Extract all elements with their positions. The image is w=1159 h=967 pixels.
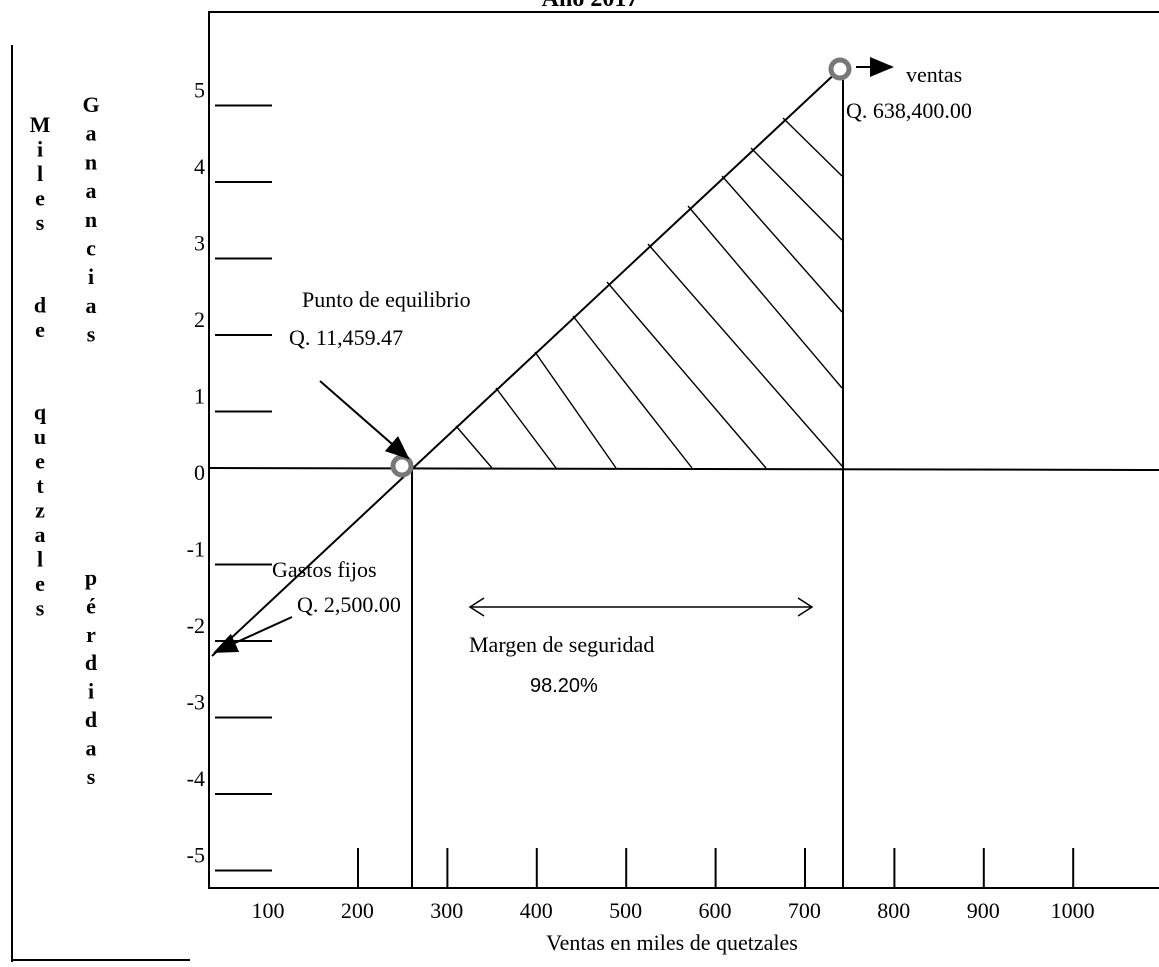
- vertical-letter: a: [35, 522, 46, 547]
- vertical-letter: q: [34, 400, 47, 425]
- vertical-letter: a: [86, 178, 97, 203]
- y-tick-label-1: 1: [194, 384, 205, 409]
- equilibrio-arrow: [319, 380, 410, 460]
- vertical-letter: d: [85, 707, 97, 732]
- hatch-line: [495, 387, 557, 469]
- y-tick-label-4: 4: [194, 154, 205, 179]
- vertical-letter: s: [87, 764, 96, 789]
- vertical-letter: t: [36, 473, 44, 498]
- margen-arrow-right-head: [797, 597, 814, 617]
- zero-line: [208, 467, 1159, 471]
- hatch-line: [647, 243, 843, 467]
- y-tick-label-2: 2: [194, 307, 205, 332]
- vertical-letter: d: [34, 293, 46, 318]
- vertical-letter: i: [88, 264, 94, 289]
- x-tick-label-600: 600: [699, 898, 732, 923]
- gastos-arrow: [213, 616, 293, 653]
- plot-frame: [208, 11, 1159, 889]
- y-tick-label--2: -2: [187, 613, 205, 638]
- margen-value: 98.20%: [530, 675, 598, 697]
- hatch-line: [782, 117, 843, 177]
- x-tick-label-300: 300: [430, 898, 463, 923]
- hatch-line: [687, 205, 843, 389]
- vertical-letter: e: [35, 571, 45, 596]
- ventas-value: Q. 638,400.00: [846, 98, 972, 123]
- vertical-letter: é: [86, 593, 96, 618]
- x-tick-label-400: 400: [520, 898, 553, 923]
- vertical-letter: s: [36, 210, 45, 235]
- margen-label: Margen de seguridad: [469, 632, 654, 657]
- vertical-letter: i: [37, 137, 43, 162]
- markers-layer: [213, 57, 894, 653]
- vertical-letter: e: [35, 317, 45, 342]
- vertical-letter: M: [30, 112, 51, 137]
- vertical-letter: s: [36, 596, 45, 621]
- sales-point: [828, 57, 852, 81]
- y-tick-label-0: 0: [194, 460, 205, 485]
- x-tick-label-1000: 1000: [1051, 898, 1095, 923]
- vertical-letter: p: [85, 565, 97, 590]
- gastos-value: Q. 2,500.00: [297, 592, 401, 617]
- vertical-letter: d: [85, 650, 97, 675]
- equilibrio-value: Q. 11,459.47: [289, 325, 403, 350]
- hatch-layer: [455, 117, 843, 469]
- hatch-line: [455, 425, 493, 469]
- vertical-letter: a: [86, 735, 97, 760]
- vertical-letter: a: [86, 121, 97, 146]
- y-tick-label--5: -5: [187, 843, 205, 868]
- vertical-letter: e: [35, 449, 45, 474]
- vertical-letter: r: [86, 622, 96, 647]
- x-tick-label-200: 200: [341, 898, 374, 923]
- vertical-letter: l: [37, 161, 43, 186]
- x-tick-label-500: 500: [609, 898, 642, 923]
- x-tick-label-900: 900: [967, 898, 1000, 923]
- vertical-letter: e: [35, 186, 45, 211]
- vertical-letter: z: [35, 498, 45, 523]
- y-tick-label--3: -3: [187, 690, 205, 715]
- margen-arrow-left-head: [468, 597, 485, 617]
- vertical-letter: u: [34, 424, 46, 449]
- x-tick-label-100: 100: [252, 898, 285, 923]
- y-tick-label-5: 5: [194, 78, 205, 103]
- break-even-point: [390, 454, 414, 478]
- hatch-line: [606, 281, 767, 469]
- gastos-label: Gastos fijos: [272, 557, 377, 582]
- hatch-line: [721, 175, 843, 313]
- x-axis-label: Ventas en miles de quetzales: [546, 930, 798, 955]
- series-line: [211, 68, 841, 657]
- vertical-letter: n: [85, 207, 97, 232]
- lines-layer: [208, 68, 1159, 888]
- y-tick-label--4: -4: [187, 766, 205, 791]
- hatch-line: [534, 351, 617, 469]
- vertical-letter: a: [86, 293, 97, 318]
- vertical-letter: G: [82, 92, 99, 117]
- x-tick-label-700: 700: [788, 898, 821, 923]
- x-tick-label-800: 800: [877, 898, 910, 923]
- ventas-label: ventas: [906, 62, 962, 87]
- vertical-letter: c: [86, 236, 96, 261]
- vertical-letter: i: [88, 679, 94, 704]
- chart-title: Año 2017: [542, 0, 639, 12]
- vertical-letter: s: [87, 322, 96, 347]
- hatch-line: [750, 147, 843, 241]
- y-tick-label-3: 3: [194, 231, 205, 256]
- y-tick-label--1: -1: [187, 537, 205, 562]
- vertical-letter: l: [37, 547, 43, 572]
- vertical-letter: n: [85, 149, 97, 174]
- hatch-line: [572, 315, 693, 469]
- ticks-layer: 5 4 3 2 1 0 -1 -2 -3 -4 -5 100 200 300 400 500 600 700 800…: [187, 78, 1095, 924]
- equilibrio-label: Punto de equilibrio: [302, 287, 471, 312]
